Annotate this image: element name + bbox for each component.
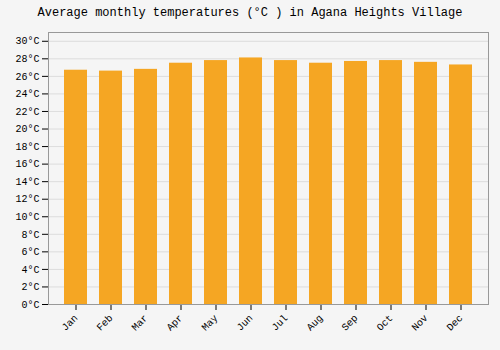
svg-text:4°C: 4°C bbox=[21, 265, 39, 276]
svg-text:6°C: 6°C bbox=[21, 247, 39, 258]
svg-text:Oct: Oct bbox=[375, 313, 396, 334]
svg-text:16°C: 16°C bbox=[15, 159, 39, 170]
svg-text:May: May bbox=[200, 313, 221, 334]
svg-text:2°C: 2°C bbox=[21, 282, 39, 293]
svg-text:10°C: 10°C bbox=[15, 212, 39, 223]
svg-text:Aug: Aug bbox=[305, 313, 326, 334]
html-text:Average monthly temperatures (: Average monthly temperatures (°C ) in Ag… bbox=[37, 6, 463, 20]
svg-text:Nov: Nov bbox=[410, 313, 431, 334]
svg-text:24°C: 24°C bbox=[15, 89, 39, 100]
svg-text:26°C: 26°C bbox=[15, 72, 39, 83]
svg-text:0°C: 0°C bbox=[21, 300, 39, 311]
svg-text:12°C: 12°C bbox=[15, 194, 39, 205]
svg-text:18°C: 18°C bbox=[15, 142, 39, 153]
svg-text:22°C: 22°C bbox=[15, 107, 39, 118]
svg-text:Mar: Mar bbox=[130, 313, 151, 334]
svg-text:Jan: Jan bbox=[60, 313, 81, 334]
svg-text:Jul: Jul bbox=[270, 313, 291, 334]
svg-text:Feb: Feb bbox=[95, 313, 116, 334]
svg-text:28°C: 28°C bbox=[15, 54, 39, 65]
svg-text:Sep: Sep bbox=[340, 313, 361, 334]
svg-text:Dec: Dec bbox=[445, 313, 466, 334]
svg-text:Apr: Apr bbox=[165, 313, 186, 334]
svg-text:14°C: 14°C bbox=[15, 177, 39, 188]
svg-text:30°C: 30°C bbox=[15, 36, 39, 47]
svg-text:20°C: 20°C bbox=[15, 124, 39, 135]
svg-text:8°C: 8°C bbox=[21, 230, 39, 241]
svg-text:Jun: Jun bbox=[235, 313, 256, 334]
